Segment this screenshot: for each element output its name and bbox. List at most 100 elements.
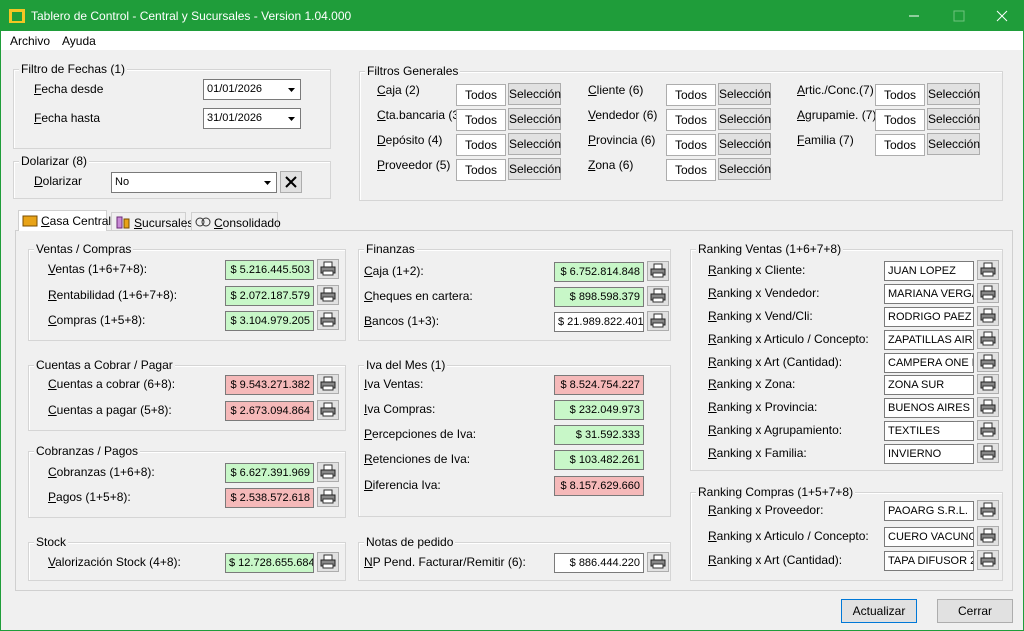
print-button[interactable] bbox=[317, 462, 339, 482]
print-button[interactable] bbox=[317, 285, 339, 305]
field-label: Fecha hasta bbox=[34, 111, 101, 125]
field-label: Fecha desde bbox=[34, 82, 104, 96]
filter-all-button[interactable]: Todos bbox=[456, 159, 506, 181]
print-button[interactable] bbox=[317, 400, 339, 420]
field-label: Ranking x Art (Cantidad): bbox=[708, 553, 843, 567]
filter-all-button[interactable]: Todos bbox=[875, 134, 925, 156]
print-button[interactable] bbox=[317, 552, 339, 572]
filter-select-button[interactable]: Selección bbox=[718, 158, 771, 180]
filter-select-button[interactable]: Selección bbox=[508, 108, 561, 130]
filter-all-button[interactable]: Todos bbox=[456, 134, 506, 156]
filter-all-button[interactable]: Todos bbox=[875, 84, 925, 106]
group-box bbox=[358, 365, 671, 517]
filter-label: Cta.bancaria (3) bbox=[377, 108, 464, 122]
field-label: Ranking x Art (Cantidad): bbox=[708, 355, 843, 369]
value-box: BUENOS AIRES bbox=[884, 398, 974, 418]
print-button[interactable] bbox=[977, 352, 999, 372]
print-button[interactable] bbox=[977, 420, 999, 440]
group-title: Notas de pedido bbox=[364, 535, 456, 549]
print-button[interactable] bbox=[977, 500, 999, 520]
print-button[interactable] bbox=[317, 374, 339, 394]
print-button[interactable] bbox=[977, 550, 999, 570]
print-button[interactable] bbox=[317, 310, 339, 330]
group-title: Filtro de Fechas (1) bbox=[19, 62, 128, 76]
print-button[interactable] bbox=[647, 311, 669, 331]
filter-all-button[interactable]: Todos bbox=[456, 84, 506, 106]
combo-box[interactable]: 01/01/2026 bbox=[203, 79, 301, 100]
print-button[interactable] bbox=[977, 260, 999, 280]
filter-all-button[interactable]: Todos bbox=[456, 109, 506, 131]
dropdown-arrow[interactable] bbox=[259, 173, 276, 192]
filter-label: Artic./Conc.(7) bbox=[797, 83, 874, 97]
filter-label: Vendedor (6) bbox=[588, 108, 658, 122]
field-label: Diferencia Iva: bbox=[364, 478, 441, 492]
field-label: Cuentas a pagar (5+8): bbox=[48, 403, 172, 417]
group-title: Ventas / Compras bbox=[34, 242, 134, 256]
tab-label: Casa Central bbox=[41, 214, 112, 228]
field-label: Bancos (1+3): bbox=[364, 314, 440, 328]
clear-button[interactable] bbox=[280, 171, 302, 193]
filter-all-button[interactable]: Todos bbox=[666, 84, 716, 106]
print-button[interactable] bbox=[647, 261, 669, 281]
dropdown-arrow[interactable] bbox=[283, 109, 300, 128]
filter-select-button[interactable]: Selección bbox=[508, 133, 561, 155]
field-label: Ranking x Familia: bbox=[708, 446, 807, 460]
field-label: Ranking x Provincia: bbox=[708, 400, 818, 414]
print-button[interactable] bbox=[317, 487, 339, 507]
print-button[interactable] bbox=[977, 283, 999, 303]
tab[interactable]: Consolidado bbox=[191, 212, 281, 230]
field-label: Pagos (1+5+8): bbox=[48, 490, 131, 504]
print-button[interactable] bbox=[317, 259, 339, 279]
print-button[interactable] bbox=[977, 443, 999, 463]
window-controls[interactable] bbox=[901, 1, 1023, 31]
value-box: $ 8.157.629.660 bbox=[554, 476, 644, 496]
filter-select-button[interactable]: Selección bbox=[508, 158, 561, 180]
filter-all-button[interactable]: Todos bbox=[875, 109, 925, 131]
print-button[interactable] bbox=[977, 526, 999, 546]
update-button[interactable]: Actualizar bbox=[841, 599, 917, 623]
print-button[interactable] bbox=[977, 374, 999, 394]
filter-all-button[interactable]: Todos bbox=[666, 159, 716, 181]
group-box bbox=[28, 249, 346, 341]
filter-select-button[interactable]: Selección bbox=[927, 83, 980, 105]
filter-select-button[interactable]: Selección bbox=[508, 83, 561, 105]
field-label: Iva Ventas: bbox=[364, 377, 424, 391]
print-button[interactable] bbox=[977, 306, 999, 326]
filter-select-button[interactable]: Selección bbox=[718, 108, 771, 130]
filter-select-button[interactable]: Selección bbox=[927, 133, 980, 155]
filter-select-button[interactable]: Selección bbox=[927, 108, 980, 130]
close-button[interactable]: Cerrar bbox=[937, 599, 1013, 623]
value-box: $ 2.538.572.618 bbox=[225, 488, 314, 508]
menu-item[interactable]: Archivo bbox=[10, 34, 51, 48]
value-box: $ 12.728.655.684 bbox=[225, 553, 314, 573]
filter-select-button[interactable]: Selección bbox=[718, 83, 771, 105]
title-bar: Tablero de Control - Central y Sucursale… bbox=[1, 1, 1023, 31]
tab-label: Consolidado bbox=[214, 216, 281, 230]
filter-all-button[interactable]: Todos bbox=[666, 134, 716, 156]
value-box: $ 9.543.271.382 bbox=[225, 375, 314, 395]
value-box: $ 3.104.979.205 bbox=[225, 311, 314, 331]
combo-box[interactable]: 31/01/2026 bbox=[203, 108, 301, 129]
field-label: Cheques en cartera: bbox=[364, 289, 473, 303]
combo-box[interactable]: No bbox=[111, 172, 277, 193]
value-box: RODRIGO PAEZ bbox=[884, 307, 974, 327]
field-label: Ranking x Articulo / Concepto: bbox=[708, 529, 869, 543]
dropdown-arrow[interactable] bbox=[283, 80, 300, 99]
value-box: $ 2.072.187.579 bbox=[225, 286, 314, 306]
tab[interactable]: Sucursales bbox=[111, 212, 193, 230]
value-box: JUAN LOPEZ bbox=[884, 261, 974, 281]
combo-value: No bbox=[115, 176, 130, 188]
tab[interactable]: Casa Central bbox=[18, 210, 111, 231]
menu-item[interactable]: Ayuda bbox=[62, 34, 96, 48]
print-button[interactable] bbox=[647, 286, 669, 306]
filter-select-button[interactable]: Selección bbox=[718, 133, 771, 155]
print-button[interactable] bbox=[977, 329, 999, 349]
print-button[interactable] bbox=[977, 397, 999, 417]
field-label: Iva Compras: bbox=[364, 402, 436, 416]
field-label: Rentabilidad (1+6+7+8): bbox=[48, 288, 178, 302]
filter-all-button[interactable]: Todos bbox=[666, 109, 716, 131]
print-button[interactable] bbox=[647, 552, 669, 572]
value-box: $ 886.444.220 bbox=[554, 553, 644, 573]
